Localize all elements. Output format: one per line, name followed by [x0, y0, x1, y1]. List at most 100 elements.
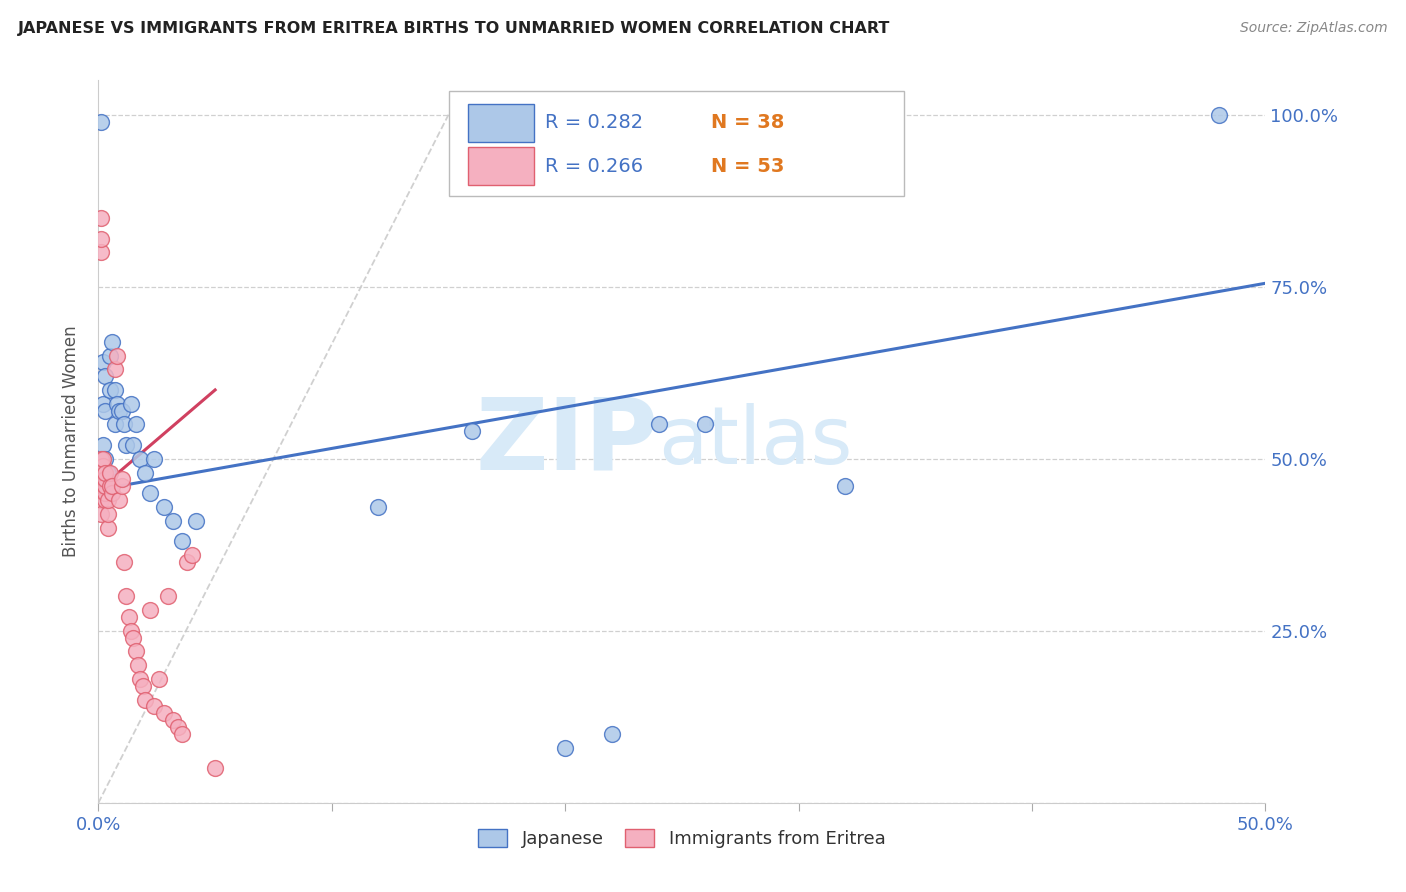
- FancyBboxPatch shape: [449, 91, 904, 196]
- Point: [90, 493, 112, 508]
- Point: [98, 479, 121, 493]
- Text: R = 0.266: R = 0.266: [546, 157, 644, 176]
- Point: [162, 713, 184, 727]
- Point: [647, 417, 669, 432]
- Point: [166, 720, 188, 734]
- Point: [129, 451, 152, 466]
- Point: [90, 458, 112, 473]
- Point: [90, 479, 112, 493]
- Point: [91, 438, 114, 452]
- Point: [91, 466, 114, 480]
- Point: [90, 507, 112, 521]
- Point: [91, 479, 114, 493]
- Point: [139, 486, 162, 500]
- Point: [157, 590, 180, 604]
- Point: [134, 466, 156, 480]
- Point: [111, 403, 134, 417]
- Point: [91, 397, 114, 411]
- Point: [104, 362, 127, 376]
- Point: [91, 472, 114, 486]
- Point: [112, 555, 135, 569]
- Text: ZIP: ZIP: [475, 393, 658, 490]
- Legend: Japanese, Immigrants from Eritrea: Japanese, Immigrants from Eritrea: [471, 822, 893, 855]
- Point: [152, 500, 174, 514]
- Point: [94, 403, 117, 417]
- Point: [105, 397, 128, 411]
- Point: [120, 624, 142, 638]
- Point: [180, 548, 202, 562]
- Point: [162, 514, 184, 528]
- Text: Source: ZipAtlas.com: Source: ZipAtlas.com: [1240, 21, 1388, 36]
- Point: [127, 658, 149, 673]
- Point: [172, 727, 194, 741]
- Point: [118, 610, 141, 624]
- Point: [94, 466, 117, 480]
- FancyBboxPatch shape: [468, 147, 534, 185]
- Point: [204, 761, 226, 775]
- Point: [122, 631, 145, 645]
- Point: [104, 383, 127, 397]
- Point: [108, 493, 131, 508]
- Point: [148, 672, 170, 686]
- Text: R = 0.282: R = 0.282: [546, 113, 644, 132]
- Point: [115, 438, 138, 452]
- Point: [461, 424, 484, 438]
- Point: [125, 644, 148, 658]
- Point: [172, 534, 194, 549]
- Point: [101, 334, 124, 349]
- Point: [98, 383, 121, 397]
- FancyBboxPatch shape: [468, 104, 534, 142]
- Point: [101, 479, 124, 493]
- Point: [90, 231, 112, 245]
- Point: [94, 369, 117, 384]
- Point: [139, 603, 162, 617]
- Point: [94, 472, 117, 486]
- Point: [111, 479, 134, 493]
- Point: [152, 706, 174, 721]
- Point: [554, 740, 576, 755]
- Point: [176, 555, 198, 569]
- Point: [367, 500, 389, 514]
- Point: [122, 438, 145, 452]
- Point: [143, 699, 166, 714]
- Point: [91, 355, 114, 369]
- Point: [1208, 108, 1230, 122]
- Point: [91, 451, 114, 466]
- Point: [101, 486, 124, 500]
- Point: [97, 520, 120, 534]
- Point: [143, 451, 166, 466]
- Point: [98, 349, 121, 363]
- Point: [125, 417, 148, 432]
- Point: [134, 692, 156, 706]
- Point: [129, 672, 152, 686]
- Y-axis label: Births to Unmarried Women: Births to Unmarried Women: [62, 326, 80, 558]
- Point: [115, 590, 138, 604]
- Point: [695, 417, 717, 432]
- Text: JAPANESE VS IMMIGRANTS FROM ERITREA BIRTHS TO UNMARRIED WOMEN CORRELATION CHART: JAPANESE VS IMMIGRANTS FROM ERITREA BIRT…: [18, 21, 890, 37]
- Point: [186, 514, 208, 528]
- Point: [600, 727, 623, 741]
- Point: [90, 114, 112, 128]
- Point: [120, 397, 142, 411]
- Point: [90, 451, 112, 466]
- Point: [94, 493, 117, 508]
- Point: [111, 472, 134, 486]
- Point: [104, 417, 127, 432]
- Point: [90, 466, 112, 480]
- Point: [94, 479, 117, 493]
- Text: N = 53: N = 53: [711, 157, 785, 176]
- Point: [834, 479, 856, 493]
- Text: N = 38: N = 38: [711, 113, 785, 132]
- Point: [97, 493, 120, 508]
- Point: [112, 417, 135, 432]
- Point: [97, 507, 120, 521]
- Point: [105, 349, 128, 363]
- Point: [98, 466, 121, 480]
- Point: [97, 466, 120, 480]
- Point: [132, 679, 155, 693]
- Point: [94, 486, 117, 500]
- Point: [90, 211, 112, 225]
- Point: [90, 245, 112, 260]
- Point: [91, 458, 114, 473]
- Point: [94, 451, 117, 466]
